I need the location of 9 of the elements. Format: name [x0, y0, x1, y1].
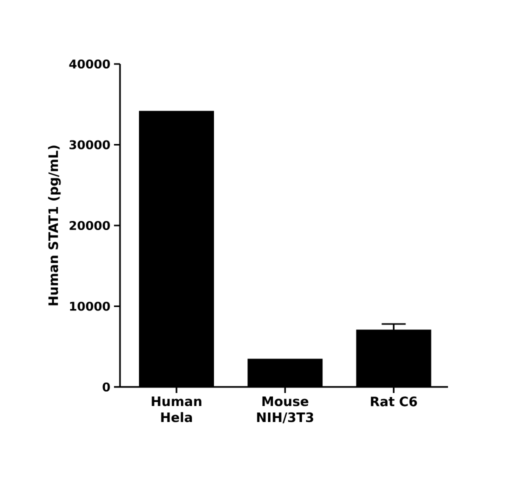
x-tick-label: Rat C6 [370, 396, 417, 406]
y-tick-label: 40000 [69, 59, 110, 69]
y-tick-label: 30000 [70, 140, 110, 150]
y-axis-title: Human STAT1 (pg/mL) [48, 146, 61, 306]
y-tick-label: 20000 [70, 220, 110, 230]
x-tick-label: Mouse NIH/3T3 [257, 396, 314, 424]
x-tick-label: Human Hela [152, 396, 202, 422]
y-tick-label: 0 [102, 382, 110, 392]
y-tick-label: 10000 [70, 302, 110, 311]
